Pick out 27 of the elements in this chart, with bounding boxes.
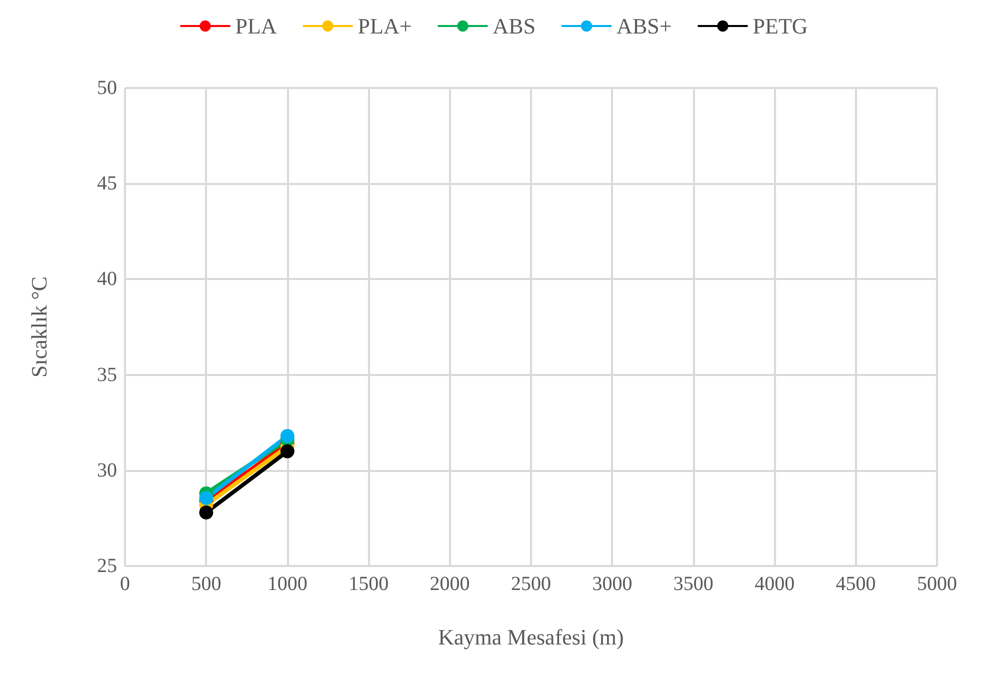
point (199, 505, 214, 520)
legend-label: ABS (492, 14, 536, 38)
x-tick-label: 1000 (267, 573, 308, 595)
x-tick-label: 1500 (348, 573, 389, 595)
y-tick-label: 40 (97, 268, 117, 290)
y-axis-title: Sıcaklık °C (26, 276, 52, 378)
y-tick-label: 25 (97, 555, 117, 577)
y-tick-label: 50 (97, 77, 117, 99)
x-axis-title: Kayma Mesafesi (m) (438, 624, 624, 650)
legend-label: ABS+ (616, 14, 672, 38)
point (280, 428, 294, 443)
x-tick-label: 500 (191, 573, 222, 595)
y-tick-label: 30 (97, 459, 117, 482)
x-tick-label: 4500 (836, 573, 876, 595)
x-tick-label: 0 (120, 573, 130, 595)
x-tick-label: 2500 (511, 573, 551, 595)
y-tick-label: 45 (97, 172, 117, 195)
legend-label: PETG (752, 14, 808, 38)
x-tick-label: 5000 (917, 573, 957, 595)
y-tick-label: 35 (97, 364, 117, 386)
x-tick-label: 2000 (430, 573, 470, 595)
legend-label: PLA+ (358, 14, 412, 38)
x-tick-label: 3500 (673, 573, 714, 595)
point (199, 491, 214, 506)
x-tick-label: 3000 (592, 573, 632, 595)
x-tick-label: 4000 (754, 573, 795, 595)
legend-label: PLA (235, 14, 277, 38)
